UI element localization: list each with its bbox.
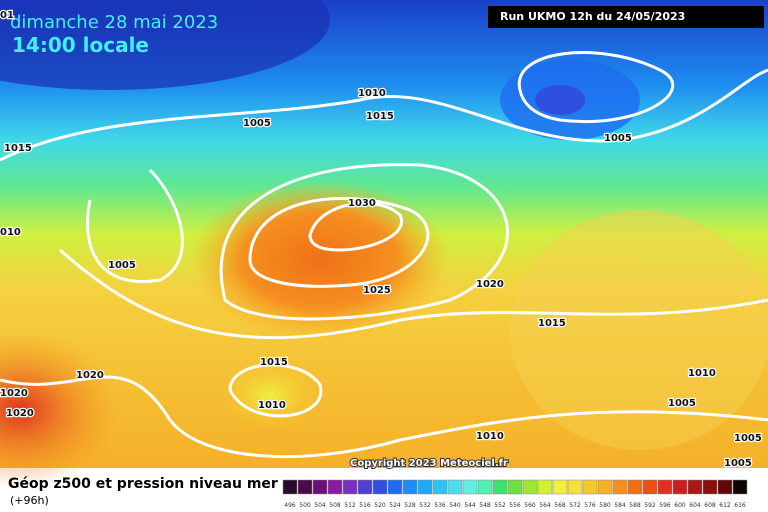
legend-swatch — [552, 479, 568, 495]
isobar-label: 1025 — [363, 285, 391, 296]
legend-swatch — [372, 479, 388, 495]
isobar-label: 1005 — [668, 398, 696, 409]
legend-label: 600 — [674, 502, 686, 509]
legend-label: 584 — [614, 502, 626, 509]
legend-swatch — [597, 479, 613, 495]
isobar-label: 010 — [0, 227, 21, 238]
legend-swatch — [282, 479, 298, 495]
legend-swatch — [522, 479, 538, 495]
legend-label: 588 — [629, 502, 641, 509]
isobar-label: 1020 — [6, 408, 34, 419]
legend-label: 572 — [569, 502, 581, 509]
isobar-labels: 01 1015 010 1005 1005 1010 1015 1030 1025 1020 101… — [0, 9, 763, 471]
legend-swatch — [342, 479, 358, 495]
legend-label: 560 — [524, 502, 536, 509]
isobar-label: 1010 — [476, 431, 504, 442]
footer-title: Géop z500 et pression niveau mer — [8, 476, 278, 492]
legend-swatch — [612, 479, 628, 495]
isobar-label: 1020 — [76, 370, 104, 381]
legend-swatch — [432, 479, 448, 495]
legend-label: 576 — [584, 502, 596, 509]
legend-swatch — [582, 479, 598, 495]
run-info: Run UKMO 12h du 24/05/2023 — [500, 10, 685, 23]
isobar-label: 1015 — [4, 143, 32, 154]
isobar-label: 1005 — [243, 118, 271, 129]
legend-label: 528 — [404, 502, 416, 509]
legend-label: 556 — [509, 502, 521, 509]
isobars — [0, 51, 768, 459]
legend-swatch — [492, 479, 508, 495]
legend-swatch — [657, 479, 673, 495]
legend-label: 516 — [359, 502, 371, 509]
isobar-label: 1005 — [604, 133, 632, 144]
legend-swatch — [387, 479, 403, 495]
legend-swatch — [642, 479, 658, 495]
isobar-label: 1010 — [358, 88, 386, 99]
legend-label: 552 — [494, 502, 506, 509]
legend-swatch — [687, 479, 703, 495]
legend-label: 568 — [554, 502, 566, 509]
copyright: Copyright 2023 Meteociel.fr — [350, 458, 508, 469]
legend-label: 616 — [734, 502, 746, 509]
legend-label: 548 — [479, 502, 491, 509]
legend-swatch — [477, 479, 493, 495]
legend-label: 504 — [314, 502, 326, 509]
legend-swatch — [702, 479, 718, 495]
color-legend: 496 500 504 508 512 516 520 524 528 532 536 540 544 5… — [282, 479, 748, 509]
isobar-label: 1015 — [260, 357, 288, 368]
legend-label: 524 — [389, 502, 401, 509]
legend-label: 596 — [659, 502, 671, 509]
isobar-label: 1015 — [538, 318, 566, 329]
legend-swatch — [357, 479, 373, 495]
isobar-label: 1010 — [258, 400, 286, 411]
legend-label: 508 — [329, 502, 341, 509]
legend-swatch — [327, 479, 343, 495]
time: 14:00 locale — [12, 33, 149, 57]
isobar-label: 01 — [0, 10, 14, 21]
isobar-label: 1005 — [108, 260, 136, 271]
legend-label: 544 — [464, 502, 476, 509]
isobar-label: 1005 — [734, 433, 762, 444]
legend-swatch — [567, 479, 583, 495]
legend-label: 520 — [374, 502, 386, 509]
legend-swatch — [732, 479, 748, 495]
legend-swatch — [297, 479, 313, 495]
isobar-label: 1030 — [348, 198, 376, 209]
legend-swatch — [447, 479, 463, 495]
field — [0, 0, 768, 490]
legend-label: 564 — [539, 502, 551, 509]
isobar-label: 1020 — [476, 279, 504, 290]
isobar-label: 1020 — [0, 388, 28, 399]
isobar-label: 1015 — [366, 111, 394, 122]
legend-swatch — [627, 479, 643, 495]
legend-label: 612 — [719, 502, 731, 509]
legend-label: 604 — [689, 502, 701, 509]
legend-label: 512 — [344, 502, 356, 509]
legend-label: 500 — [299, 502, 311, 509]
legend-swatch — [537, 479, 553, 495]
legend-label: 580 — [599, 502, 611, 509]
legend-swatch — [402, 479, 418, 495]
legend-swatch — [717, 479, 733, 495]
legend-label: 532 — [419, 502, 431, 509]
legend-label: 608 — [704, 502, 716, 509]
legend-swatch — [672, 479, 688, 495]
date: dimanche 28 mai 2023 — [10, 12, 218, 33]
legend-label: 592 — [644, 502, 656, 509]
legend-swatch — [462, 479, 478, 495]
legend-label: 540 — [449, 502, 461, 509]
legend-label: 496 — [284, 502, 296, 509]
legend-swatch — [312, 479, 328, 495]
run-box — [488, 6, 764, 28]
isobar-label: 1005 — [724, 458, 752, 469]
footer-lead: (+96h) — [10, 494, 49, 507]
legend-swatch — [507, 479, 523, 495]
legend-label: 536 — [434, 502, 446, 509]
isobar-label: 1010 — [688, 368, 716, 379]
legend-swatch — [417, 479, 433, 495]
